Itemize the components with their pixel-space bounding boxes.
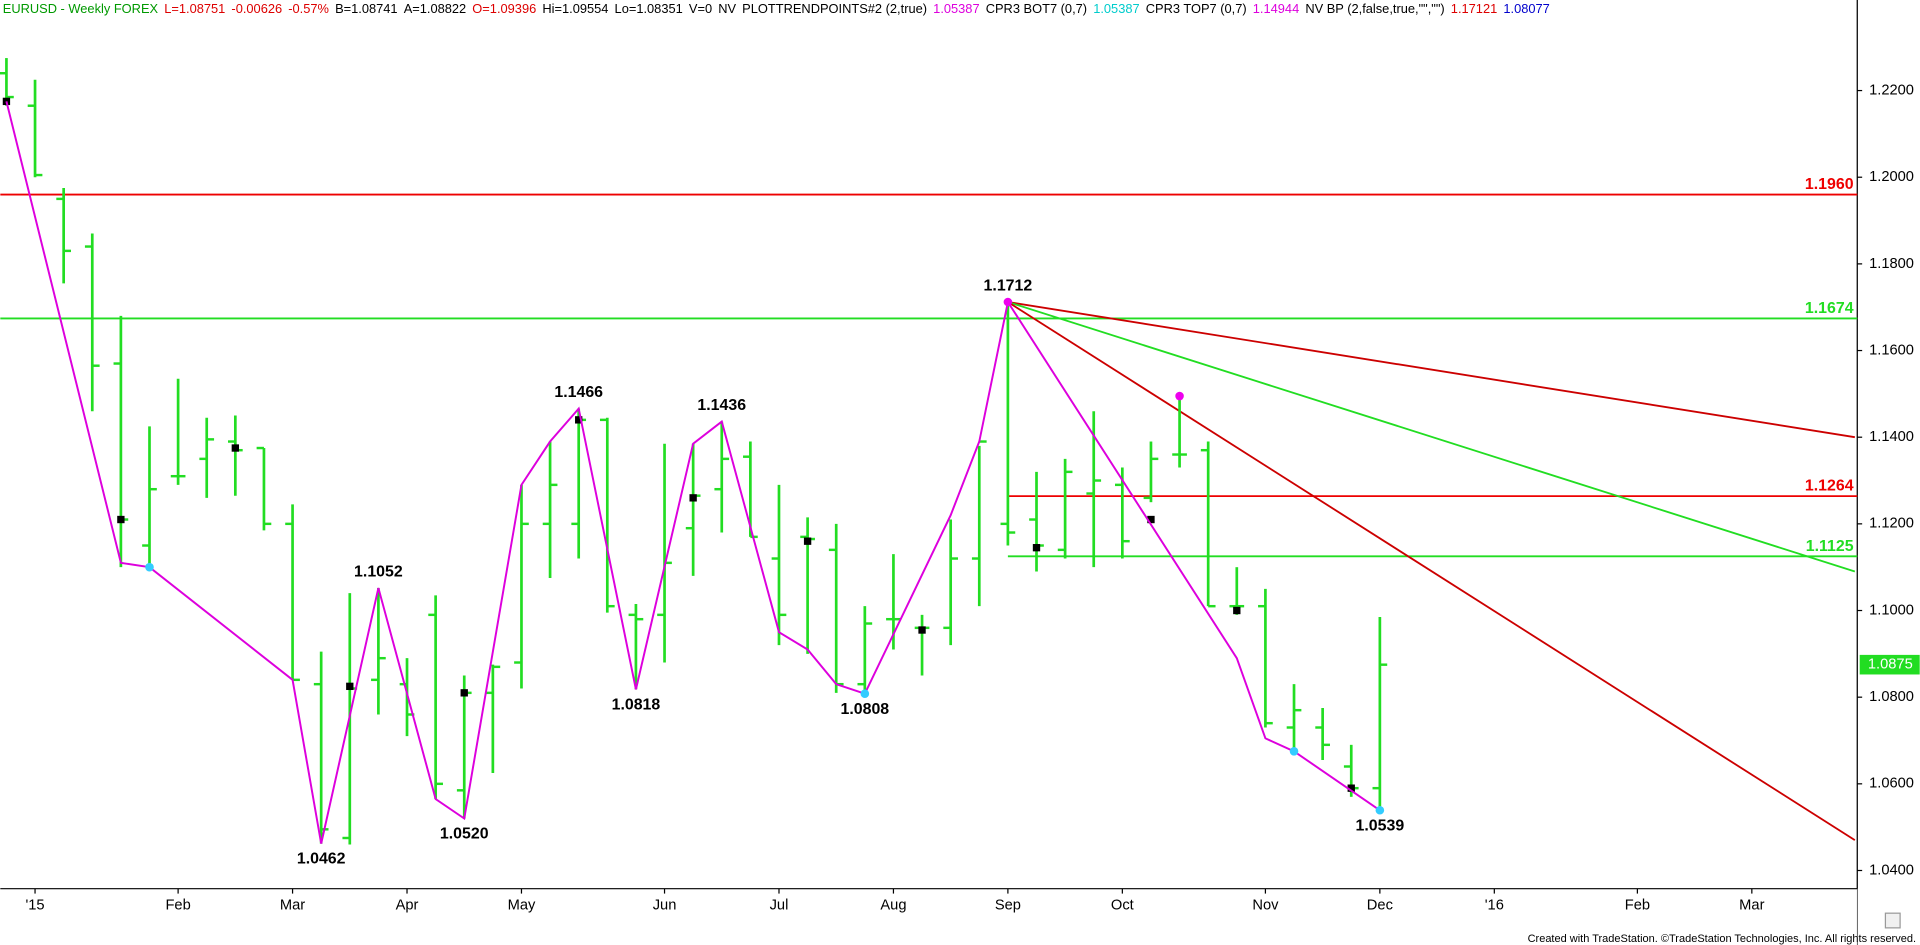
last-price-tag <box>1859 654 1920 675</box>
black-marker <box>460 689 468 697</box>
black-marker <box>1032 544 1041 552</box>
black-marker <box>1347 784 1355 792</box>
header: EURUSD - Weekly FOREX L=1.08751 -0.00626 -0… <box>3 1 1550 16</box>
y-tick-label: 1.1000 <box>1869 602 1914 618</box>
level-label: 1.1674 <box>1805 300 1854 317</box>
black-marker <box>117 515 125 524</box>
pivot-label: 1.0462 <box>297 851 346 868</box>
header-item: NV BP (2,false,true,"","") <box>1305 1 1444 16</box>
y-tick-label: 1.0800 <box>1869 689 1914 705</box>
pivot-dot <box>145 562 154 572</box>
header-item: V=0 <box>689 1 712 16</box>
black-marker <box>803 537 812 545</box>
y-tick-label: 1.1600 <box>1869 342 1914 358</box>
x-tick-label: '16 <box>1485 898 1504 914</box>
x-tick-label: Feb <box>165 898 190 914</box>
black-marker <box>346 682 354 691</box>
footer: Created with TradeStation. ©TradeStation… <box>1528 933 1916 945</box>
y-tick-label: 1.0400 <box>1869 862 1914 878</box>
header-item: Lo=1.08351 <box>615 1 683 16</box>
pivot-label: 1.1052 <box>354 563 403 580</box>
x-tick-label: Mar <box>1739 898 1764 914</box>
y-tick-label: 1.2000 <box>1869 169 1914 185</box>
pivot-dot <box>860 689 870 698</box>
black-marker <box>1233 606 1241 615</box>
header-item: A=1.08822 <box>404 1 467 16</box>
level-label: 1.1125 <box>1806 538 1854 555</box>
trendline <box>1007 301 1855 439</box>
x-tick-label: Dec <box>1367 898 1393 914</box>
black-marker <box>231 444 240 452</box>
x-tick-label: May <box>508 898 536 914</box>
x-tick-label: Aug <box>880 898 906 914</box>
pivot-dot <box>1003 297 1013 307</box>
black-marker <box>918 626 926 634</box>
x-tick-label: Nov <box>1252 898 1279 914</box>
header-item: -0.57% <box>288 1 329 16</box>
x-tick-label: Jun <box>653 898 677 914</box>
x-tick-label: Jul <box>770 898 789 914</box>
y-tick-label: 1.2200 <box>1869 82 1914 98</box>
level-label: 1.1960 <box>1805 176 1854 193</box>
header-item: NV <box>718 1 736 16</box>
y-tick-label: 1.1400 <box>1869 429 1914 445</box>
pivot-label: 1.0808 <box>840 701 889 718</box>
scroll-button[interactable] <box>1884 912 1901 929</box>
pivot-label: 1.0818 <box>612 696 661 713</box>
black-marker <box>575 416 583 424</box>
header-item: CPR3 BOT7 (0,7) <box>986 1 1087 16</box>
header-item: B=1.08741 <box>335 1 398 16</box>
pivot-label: 1.1466 <box>554 384 603 401</box>
header-item: 1.17121 <box>1451 1 1497 16</box>
header-item: 1.08077 <box>1503 1 1549 16</box>
level-label: 1.1264 <box>1805 478 1854 495</box>
header-item: -0.00626 <box>231 1 282 16</box>
header-item: CPR3 TOP7 (0,7) <box>1146 1 1247 16</box>
trendline <box>1007 301 1856 841</box>
header-item: O=1.09396 <box>472 1 536 16</box>
header-item: 1.05387 <box>933 1 979 16</box>
pivot-label: 1.0520 <box>440 826 489 843</box>
black-marker <box>689 494 697 502</box>
x-tick-label: Mar <box>280 898 305 914</box>
header-item: PLOTTRENDPOINTS#2 (2,true) <box>742 1 927 16</box>
y-tick-label: 1.0600 <box>1869 776 1914 792</box>
y-tick-label: 1.1800 <box>1869 256 1914 272</box>
header-item: 1.14944 <box>1253 1 1299 16</box>
header-item: Hi=1.09554 <box>542 1 608 16</box>
header-item: EURUSD - Weekly FOREX <box>3 1 159 16</box>
x-tick-label: Oct <box>1111 898 1134 914</box>
pivot-label: 1.1712 <box>984 277 1033 294</box>
header-item: 1.05387 <box>1093 1 1139 16</box>
pivot-dot <box>1175 391 1184 401</box>
header-item: L=1.08751 <box>164 1 225 16</box>
x-tick-label: Sep <box>995 898 1021 914</box>
y-tick-label: 1.1200 <box>1869 516 1914 532</box>
x-tick-label: Feb <box>1625 898 1650 914</box>
x-tick-label: Apr <box>396 898 419 914</box>
x-tick-label: '15 <box>25 898 44 914</box>
last-price-label: 1.0875 <box>1868 657 1913 673</box>
pivot-label: 1.1436 <box>697 397 746 414</box>
pivot-dot <box>1289 747 1299 756</box>
trendline <box>1007 301 1856 573</box>
black-marker <box>1147 515 1155 524</box>
pivot-dot <box>1375 805 1385 815</box>
pivot-label: 1.0539 <box>1356 817 1405 834</box>
